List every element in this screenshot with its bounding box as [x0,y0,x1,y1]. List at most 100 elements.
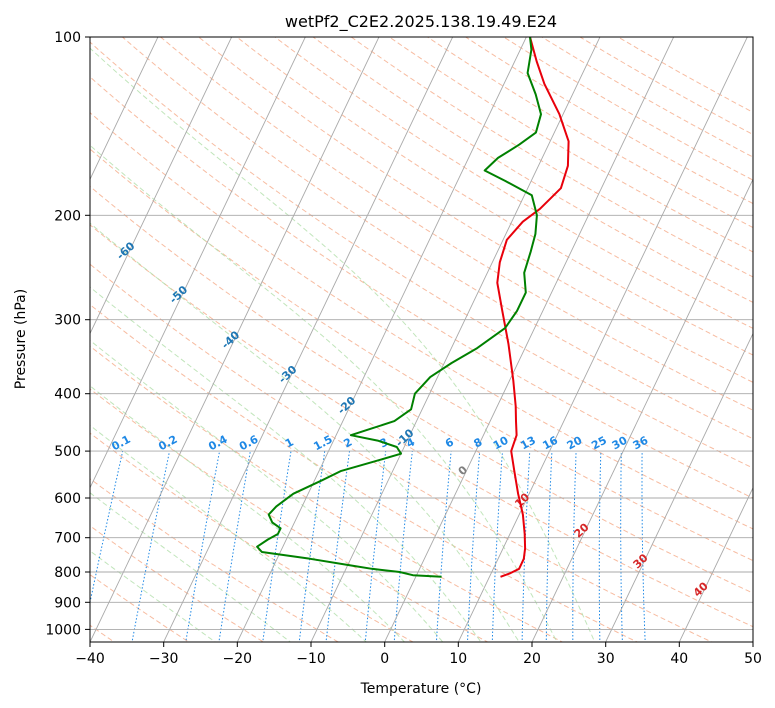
moist-adiabat-line [90,339,444,642]
isotherm-label: -60 [114,239,138,262]
mixing-ratio-line [435,451,452,642]
mixing-ratio-label: 0.1 [109,433,132,454]
moist-adiabats [90,47,596,642]
y-tick-label: 800 [54,565,81,581]
dry-adiabat-line [464,37,753,205]
isotherm-line [90,37,306,489]
x-tick-label: −40 [75,651,105,667]
mixing-ratio-label: 0.2 [156,433,179,454]
isotherm-label: -80 [10,148,34,171]
x-tick-label: 0 [380,651,389,667]
dry-adiabat-line [90,148,753,562]
moist-adiabat-line [90,385,406,642]
moist-adiabat-line [90,144,558,642]
mixing-ratio-label: 1 [283,435,296,450]
y-tick-label: 300 [54,313,81,329]
dewpoint-profile [256,37,542,578]
moist-adiabat-line [90,424,368,642]
mixing-ratio-label: 10 [491,434,511,453]
isotherm-line [457,37,748,642]
mixing-ratio-label: 13 [518,434,538,453]
x-tick-label: 40 [670,651,688,667]
dry-adiabat-line [90,185,753,594]
dry-adiabat-line [90,525,265,642]
isotherm-line [531,178,753,642]
dry-adiabats [90,37,753,642]
dry-adiabat-line [197,37,753,383]
mixing-ratio-label: 6 [443,435,456,450]
isotherm-line [752,641,753,642]
mixing-ratio-label: 0.4 [206,433,230,454]
x-tick-label: 20 [523,651,541,667]
mixing-ratio-line [364,451,387,642]
mixing-ratio-label: 36 [631,434,651,453]
x-tick-label: −30 [149,651,179,667]
dry-adiabat-line [617,37,753,113]
isotherm-line [605,332,753,642]
isotherm-line [384,37,675,642]
isotherm-label: -30 [276,363,300,386]
isotherms [90,37,753,642]
plot-frame [89,36,754,643]
isotherm-line [236,37,527,642]
mixing-ratio-label: 4 [404,435,417,450]
y-axis-label: Pressure (hPa) [13,289,29,389]
mixing-ratio-line [393,451,413,642]
dry-adiabat-line [90,388,489,642]
sounding-profiles [256,37,570,578]
moist-adiabat-line [90,222,520,642]
isotherm-label: -40 [219,328,243,351]
chart-title: wetPf2_C2E2.2025.138.19.49.E24 [285,12,557,32]
mixing-ratio-label: 2 [341,435,354,450]
isotherm-label: -50 [167,283,191,306]
y-tick-label: 100 [54,30,81,46]
y-tick-label: 600 [54,491,81,507]
mixing-ratio-label: 30 [610,434,630,453]
mixing-ratio-label: 20 [565,434,585,453]
isotherm-line [90,37,159,181]
x-tick-label: −20 [223,651,253,667]
y-tick-label: 200 [54,208,81,224]
moist-adiabat-line [90,550,217,642]
dry-adiabat-line [90,111,753,530]
y-tick-label: 1000 [45,622,81,638]
y-axis-ticks: 1000 900 800 700 600 500 400 300 200 100 [45,30,90,638]
moist-adiabat-line [90,286,482,642]
isotherm-line [678,486,753,642]
mixing-ratio-label: 1.5 [311,433,334,454]
dry-adiabat-line [90,76,753,499]
isotherm-line [163,37,454,642]
y-tick-label: 400 [54,387,81,403]
mixing-ratio-line [620,451,623,642]
moist-adiabat-line [90,47,596,642]
moist-adiabat-line [90,492,292,642]
isotherm-line [90,37,233,335]
x-tick-label: −10 [296,651,326,667]
pressure-gridlines [90,37,753,630]
dry-adiabat-line [90,345,564,642]
dry-adiabat-line [90,41,753,469]
dry-adiabat-line [90,478,340,642]
x-axis-ticks: −40 −30 −20 −10 0 10 20 30 40 50 [75,642,762,667]
y-tick-label: 900 [54,595,81,611]
dry-adiabat-line [121,37,753,440]
isotherm-line [310,37,601,642]
isotherm-label: 0 [456,463,471,478]
dry-adiabat-line [159,37,753,411]
dry-adiabat-line [90,432,414,642]
dry-adiabat-line [312,37,753,303]
x-tick-label: 30 [597,651,615,667]
y-tick-label: 500 [54,444,81,460]
mixing-ratio-label: 0.6 [237,433,261,454]
x-tick-label: 10 [449,651,467,667]
y-tick-label: 700 [54,531,81,547]
mixing-ratio-line [131,450,171,642]
mixing-ratio-line [90,450,124,605]
isotherm-label: -20 [335,394,359,417]
dry-adiabat-line [90,304,639,642]
dry-adiabat-line [90,573,190,642]
dry-adiabat-line [90,263,713,642]
isotherm-line [90,37,380,642]
